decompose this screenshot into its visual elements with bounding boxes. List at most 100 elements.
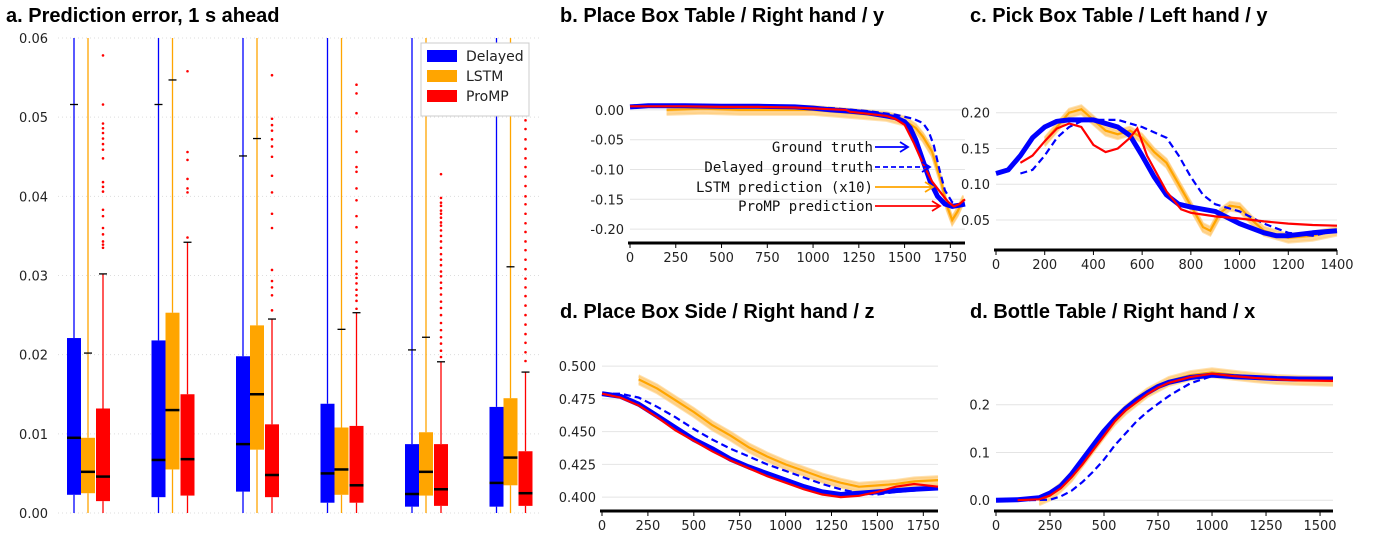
box-a-g4-promp-outlier-18 (439, 281, 443, 284)
ytick-c-1: 0.15 (961, 142, 990, 157)
xtick-d2-0: 0 (992, 519, 1000, 534)
xtick-d2-4: 1000 (1195, 519, 1228, 534)
box-a-g1-promp (180, 394, 195, 496)
box-a-g4-promp-outlier-10 (439, 234, 443, 238)
box-a-g1-promp-outlier-2 (186, 158, 189, 162)
box-a-g4-promp-outlier-21 (439, 300, 443, 303)
ytick-a-1: 0.01 (19, 428, 48, 443)
series-d2-delayed (996, 375, 1333, 502)
annotation-promp-prediction: ProMP prediction (738, 199, 873, 215)
box-a-g2-promp-outlier-9 (270, 212, 274, 216)
ytick-a-3: 0.03 (19, 270, 48, 285)
legend-label-delayed: Delayed (466, 49, 524, 65)
box-a-g0-promp-outlier-10 (101, 185, 105, 189)
box-a-g5-promp-outlier-10 (524, 138, 527, 141)
xtick-c-1: 200 (1032, 258, 1057, 273)
annotation-delayed-ground-truth: Delayed ground truth (704, 160, 873, 176)
series-d1-lstm-9 (638, 382, 939, 492)
xtick-c-2: 400 (1081, 258, 1106, 273)
xtick-b-2: 500 (709, 251, 734, 266)
annotation-ground-truth: Ground truth (772, 140, 873, 156)
series-b-delayed (629, 104, 965, 207)
box-a-g5-promp-outlier-31 (524, 332, 527, 336)
box-a-g4-promp-outlier-28 (439, 349, 443, 353)
box-a-g4-promp-outlier-9 (439, 229, 443, 232)
box-a-g4-promp-outlier-23 (439, 313, 443, 317)
series-d2-lstm-5 (1038, 374, 1334, 505)
box-a-g2-promp-outlier-14 (270, 293, 274, 297)
series-d1-lstm-7 (638, 375, 939, 485)
box-a-g5-promp-outlier-12 (524, 157, 527, 160)
box-a-g5-lstm (503, 398, 518, 486)
box-a-g4-promp-outlier-3 (439, 204, 443, 208)
series-c-lstm-9 (1043, 112, 1338, 243)
series-d1-promp (601, 392, 939, 499)
xtick-b-3: 750 (755, 251, 780, 266)
xtick-d1-6: 1500 (861, 519, 894, 534)
box-a-g5-promp-outlier-19 (524, 221, 527, 225)
box-a-g4-promp-outlier-11 (439, 240, 443, 243)
box-a-g0-promp-outlier-5 (101, 137, 105, 140)
series-d1-delayed (602, 392, 939, 496)
box-a-g4-promp-outlier-20 (439, 293, 443, 296)
title-c: c. Pick Box Table / Left hand / y (970, 5, 1268, 27)
series-d2-lstm-6 (1038, 376, 1334, 507)
box-a-g4-promp-outlier-8 (439, 224, 443, 227)
title-d1: d. Place Box Side / Right hand / z (560, 301, 875, 323)
box-a-g5-promp-outlier-23 (524, 258, 527, 261)
ytick-b-3: -0.15 (590, 193, 624, 208)
box-a-g5-promp-outlier-26 (524, 286, 527, 289)
xtick-c-5: 1000 (1223, 258, 1256, 273)
box-a-g3-promp-outlier-0 (355, 83, 358, 87)
box-a-g5-delayed (489, 406, 504, 507)
xtick-b-4: 1000 (797, 251, 830, 266)
box-a-g3-promp-outlier-21 (355, 307, 358, 311)
xtick-d1-2: 500 (681, 519, 706, 534)
box-a-g3-delayed (320, 403, 335, 503)
box-a-g0-promp-outlier-18 (101, 246, 105, 250)
series-c-lstm-4 (1043, 110, 1338, 241)
box-a-g5-promp-outlier-24 (524, 267, 527, 271)
xtick-b-0: 0 (626, 251, 634, 266)
box-a-g1-promp-outlier-3 (186, 177, 189, 181)
box-a-g2-promp-outlier-8 (270, 191, 274, 194)
box-a-g3-promp-outlier-18 (355, 288, 358, 292)
series-c-lstm-mean (1043, 107, 1338, 239)
panel-a-boxplot: 0.00 0.01 0.02 0.03 0.04 0.05 0.06 (19, 32, 540, 522)
series-c-ground-truth (995, 117, 1338, 239)
series-c-lstm-5 (1043, 111, 1338, 243)
box-a-g5-promp-outlier-15 (524, 184, 527, 188)
box-a-g5-promp-outlier-18 (524, 212, 527, 216)
xtick-d1-4: 1000 (769, 519, 802, 534)
box-a-g3-promp (349, 425, 364, 503)
box-a-g0-promp-outlier-0 (101, 54, 105, 57)
box-a-g5-promp-outlier-33 (524, 350, 527, 354)
box-a-g3-promp-outlier-9 (355, 214, 358, 218)
box-a-g5-promp-outlier-25 (524, 277, 527, 280)
box-a-g4-promp-outlier-27 (439, 342, 443, 345)
box-a-g5-promp-outlier-28 (524, 304, 527, 307)
box-a-g4-promp-outlier-24 (439, 321, 443, 325)
box-a-g2-promp-outlier-7 (270, 174, 274, 178)
series-c-lstm-2 (1043, 107, 1338, 238)
box-a-g5-promp-outlier-17 (524, 202, 527, 206)
box-a-g0-promp-outlier-14 (101, 226, 105, 230)
box-a-g5-promp-outlier-14 (524, 175, 527, 178)
box-a-g3-promp-outlier-17 (355, 282, 358, 285)
box-a-g3-promp-outlier-15 (355, 272, 358, 276)
box-a-g1-delayed (151, 340, 166, 498)
annotation-arrowhead-ground-truth (899, 141, 910, 153)
series-c-lstm-1 (1043, 105, 1338, 237)
ytick-c-2: 0.10 (961, 178, 990, 193)
box-a-g0-promp-outlier-16 (101, 240, 105, 243)
series-d2-promp (1017, 372, 1334, 502)
ytick-a-6: 0.06 (19, 32, 48, 47)
box-a-g0-lstm (81, 437, 95, 494)
box-a-g1-promp-outlier-6 (186, 236, 189, 239)
box-a-g3-promp-outlier-12 (355, 250, 358, 254)
box-a-g5-promp-outlier-13 (524, 165, 527, 169)
panel-c-line-chart: 0.20 0.15 0.10 0.05 0 200 400 600 800 1000 1200 140… (961, 104, 1354, 273)
ytick-b-4: -0.20 (590, 223, 624, 238)
ytick-c-3: 0.05 (961, 214, 990, 229)
